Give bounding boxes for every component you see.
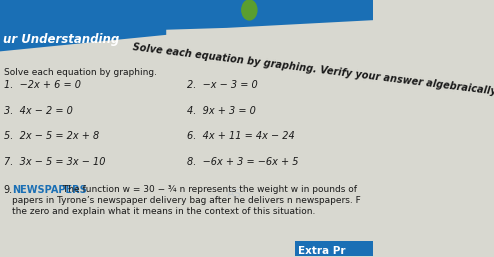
Text: Solve each equation by graphing. Verify your answer algebraically.: Solve each equation by graphing. Verify … — [132, 42, 494, 97]
Text: 1.  −2x + 6 = 0: 1. −2x + 6 = 0 — [4, 80, 81, 90]
Text: NEWSPAPERS: NEWSPAPERS — [12, 185, 87, 195]
Text: 6.  4x + 11 = 4x − 24: 6. 4x + 11 = 4x − 24 — [187, 131, 295, 141]
Text: the zero and explain what it means in the context of this situation.: the zero and explain what it means in th… — [12, 207, 316, 216]
Text: Solve each equation by graphing.: Solve each equation by graphing. — [4, 68, 157, 77]
Text: Extra Pr: Extra Pr — [298, 246, 346, 256]
Text: 7.  3x − 5 = 3x − 10: 7. 3x − 5 = 3x − 10 — [4, 157, 105, 167]
Text: 5.  2x − 5 = 2x + 8: 5. 2x − 5 = 2x + 8 — [4, 131, 99, 141]
Text: 4.  9x + 3 = 0: 4. 9x + 3 = 0 — [187, 106, 256, 116]
Text: AS: AS — [227, 189, 242, 199]
Polygon shape — [0, 0, 378, 35]
Circle shape — [242, 0, 257, 20]
Text: 2.  −x − 3 = 0: 2. −x − 3 = 0 — [187, 80, 258, 90]
Text: 9.: 9. — [4, 185, 13, 195]
Polygon shape — [0, 13, 166, 52]
Text: = Step-by-Step: = Step-by-Step — [260, 5, 344, 15]
Text: ur Understanding: ur Understanding — [3, 33, 119, 46]
Text: 3.  4x − 2 = 0: 3. 4x − 2 = 0 — [4, 106, 73, 116]
Text: 8.  −6x + 3 = −6x + 5: 8. −6x + 3 = −6x + 5 — [187, 157, 299, 167]
FancyBboxPatch shape — [295, 241, 378, 257]
Text: papers in Tyrone’s newspaper delivery bag after he delivers n newspapers. F: papers in Tyrone’s newspaper delivery ba… — [12, 196, 361, 205]
Text: The function w = 30 − ¾ n represents the weight w in pounds of: The function w = 30 − ¾ n represents the… — [60, 185, 358, 194]
